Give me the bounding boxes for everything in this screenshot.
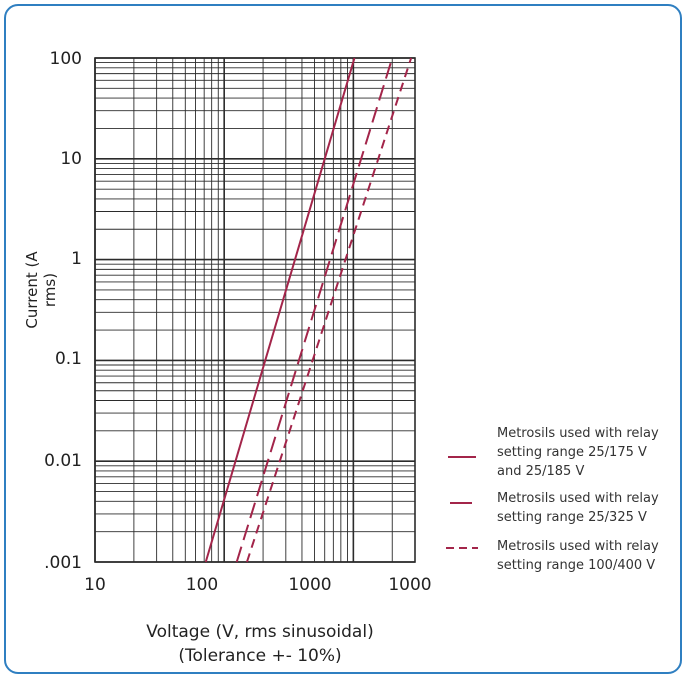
legend-entry-line: Metrosils used with relay bbox=[497, 491, 659, 506]
legend-entry-line: and 25/185 V bbox=[497, 464, 584, 479]
y-tick-label: 0.01 bbox=[44, 451, 82, 471]
plot-grid bbox=[94, 57, 416, 563]
y-tick-label: 10 bbox=[60, 149, 82, 169]
legend-entry-line: setting range 25/175 V bbox=[497, 445, 647, 460]
legend: Metrosils used with relay setting range … bbox=[446, 426, 659, 573]
y-tick-labels: 100 10 1 0.1 0.01 .001 bbox=[44, 49, 82, 573]
x-tick-label: 1000 bbox=[388, 575, 431, 595]
x-axis-label-line: Voltage (V, rms sinusoidal) bbox=[146, 622, 373, 642]
series-line-solid bbox=[204, 57, 356, 563]
legend-entry-line: Metrosils used with relay bbox=[497, 539, 659, 554]
y-tick-label: 1 bbox=[71, 249, 82, 269]
x-tick-label: 1000 bbox=[288, 575, 331, 595]
series-layer bbox=[204, 57, 413, 563]
x-axis-label: Voltage (V, rms sinusoidal) (Tolerance +… bbox=[146, 622, 373, 666]
y-axis-label-line: Current (A bbox=[23, 251, 41, 329]
x-axis-label-line: (Tolerance +- 10%) bbox=[178, 646, 341, 666]
x-tick-label: 100 bbox=[186, 575, 218, 595]
legend-entry-line: setting range 100/400 V bbox=[497, 558, 655, 573]
y-tick-label: 100 bbox=[50, 49, 82, 69]
x-tick-labels: 10 100 1000 1000 bbox=[84, 575, 431, 595]
legend-entry-line: setting range 25/325 V bbox=[497, 510, 647, 525]
y-axis-label: Current (A rms) bbox=[23, 251, 59, 329]
y-tick-label: .001 bbox=[44, 553, 82, 573]
series-line-dashed bbox=[235, 57, 394, 563]
x-tick-label: 10 bbox=[84, 575, 106, 595]
y-tick-label: 0.1 bbox=[55, 349, 82, 369]
plot-area-border bbox=[94, 57, 416, 563]
series-line-dotted-dash bbox=[245, 57, 413, 563]
y-axis-label-line: rms) bbox=[41, 273, 59, 307]
legend-entry-line: Metrosils used with relay bbox=[497, 426, 659, 441]
